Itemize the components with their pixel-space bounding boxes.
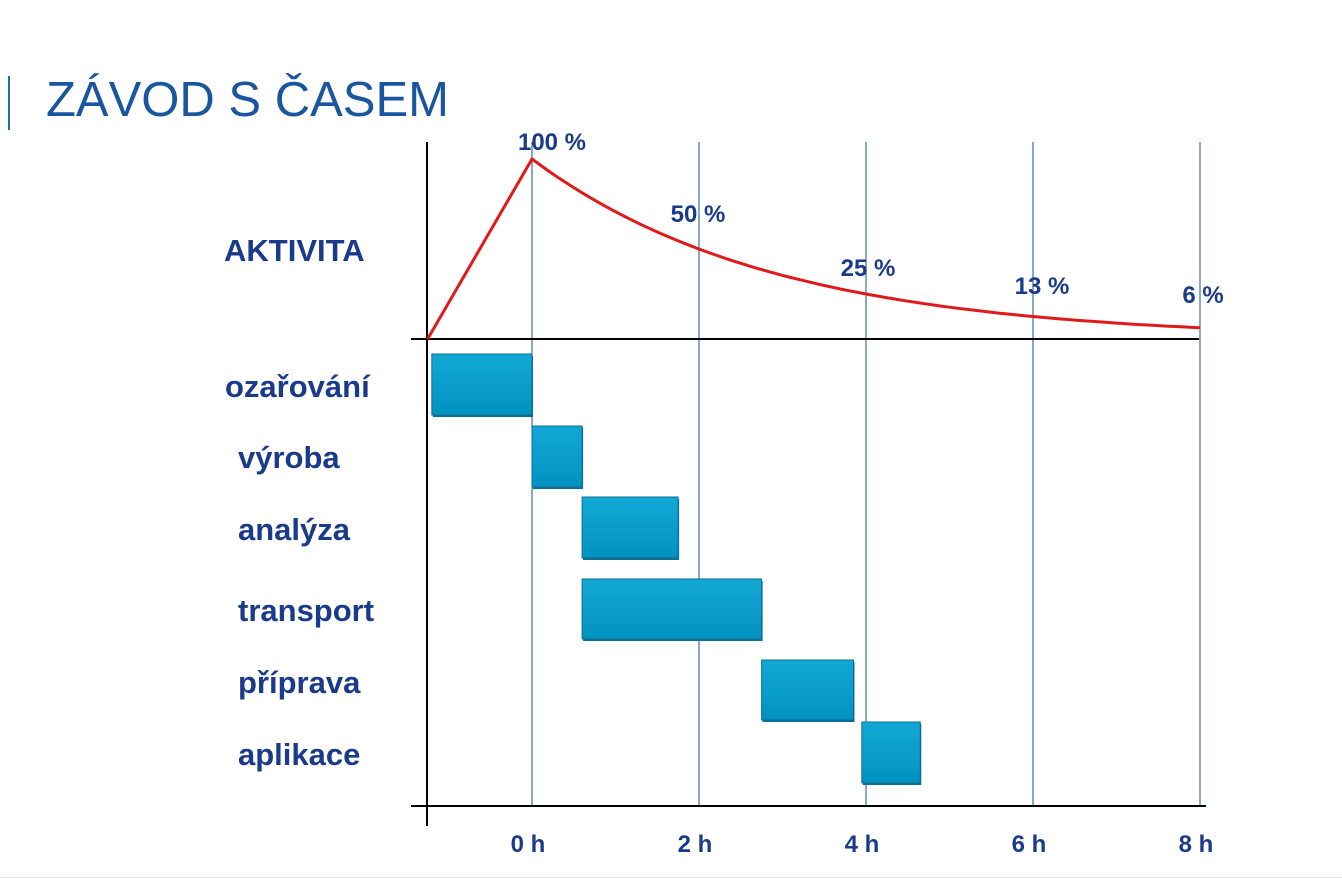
- task-bar: [761, 659, 855, 722]
- task-bar-fill: [581, 578, 763, 640]
- task-label: příprava: [238, 665, 361, 700]
- activity-percent-label: 25 %: [841, 255, 896, 282]
- task-bar-fill: [761, 659, 854, 721]
- activity-axis-label: AKTIVITA: [224, 233, 365, 268]
- task-bar-fill: [581, 496, 679, 559]
- task-bar-fill: [861, 721, 921, 784]
- x-tick-label: 6 h: [1012, 831, 1047, 858]
- task-bar: [531, 425, 584, 489]
- activity-percent-label: 100 %: [518, 129, 586, 156]
- task-label: transport: [238, 593, 374, 628]
- task-bar: [861, 721, 922, 785]
- task-label: aplikace: [238, 737, 360, 772]
- activity-percent-label: 6 %: [1182, 282, 1223, 309]
- task-label: výroba: [238, 440, 340, 475]
- task-bar-fill: [431, 353, 533, 416]
- x-tick-label: 2 h: [678, 831, 713, 858]
- task-bar-fill: [531, 425, 583, 488]
- x-tick-label: 4 h: [845, 831, 880, 858]
- x-tick-label: 0 h: [511, 831, 546, 858]
- activity-percent-label: 50 %: [671, 201, 726, 228]
- task-label: analýza: [238, 512, 351, 547]
- title-accent-bar: [8, 76, 10, 130]
- task-label: ozařování: [225, 369, 371, 404]
- x-tick-label: 8 h: [1179, 831, 1214, 858]
- activity-percent-label: 13 %: [1015, 273, 1070, 300]
- task-bar: [581, 578, 763, 641]
- task-bar: [431, 353, 533, 417]
- slide-bottom-border: [0, 877, 1342, 878]
- activity-decay-curve: [426, 157, 1201, 340]
- slide-title: ZÁVOD S ČASEM: [46, 73, 449, 127]
- task-bar: [581, 496, 680, 560]
